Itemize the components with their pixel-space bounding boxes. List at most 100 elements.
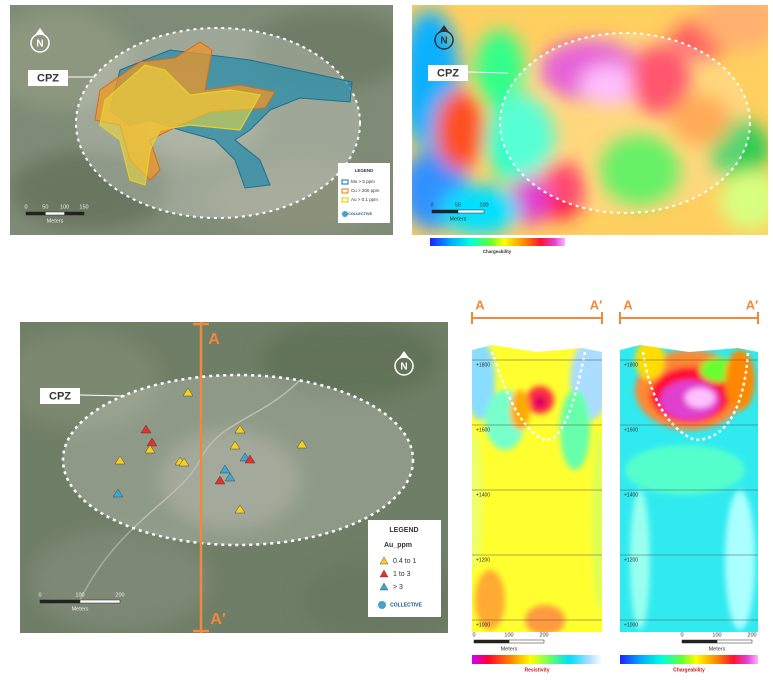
legend-field: Au_ppm bbox=[384, 542, 412, 549]
scale-segment bbox=[45, 211, 65, 216]
elevation-label: +1200 bbox=[476, 557, 490, 563]
scale-segment bbox=[716, 639, 753, 644]
heat-blob bbox=[510, 390, 530, 430]
zone-ellipse bbox=[61, 373, 415, 547]
zone-label: CPZ bbox=[49, 390, 71, 402]
heat-blob bbox=[260, 322, 440, 400]
section-body: +1800 +1600 +1400 +1200 +1000 bbox=[620, 338, 758, 632]
topography-mask bbox=[620, 338, 758, 352]
heat-blob bbox=[525, 605, 565, 632]
scale-label: 50 bbox=[455, 202, 461, 208]
colorbar-title: Chargeability bbox=[673, 667, 705, 673]
scale-label: 100 bbox=[479, 202, 488, 208]
scale-label: 0 bbox=[430, 202, 433, 208]
heat-blob bbox=[560, 390, 590, 470]
logo-icon bbox=[378, 601, 386, 609]
elevation-label: +1600 bbox=[476, 427, 490, 433]
legend-box bbox=[368, 520, 441, 617]
scale-label: 200 bbox=[115, 592, 124, 598]
scale-label: 100 bbox=[60, 204, 69, 210]
sample-triangle bbox=[234, 504, 246, 514]
legend-item: Mo > 5 ppm bbox=[351, 179, 375, 184]
scale-label: 100 bbox=[75, 592, 84, 598]
zone-label: CPZ bbox=[437, 67, 459, 79]
heat-blob bbox=[625, 445, 745, 495]
zone-outline bbox=[490, 351, 587, 442]
legend-swatch bbox=[341, 197, 349, 203]
scale-segment bbox=[508, 639, 545, 644]
sample-triangle bbox=[234, 424, 246, 434]
section-end: A bbox=[475, 297, 485, 312]
sample-triangle bbox=[114, 455, 126, 465]
legend-swatch bbox=[379, 556, 389, 565]
heat-blob bbox=[630, 45, 690, 115]
heat-blob bbox=[20, 330, 160, 430]
heat-blob bbox=[685, 388, 715, 408]
colorbar bbox=[430, 238, 565, 246]
scale-label: 100 bbox=[712, 632, 721, 638]
heat-blob bbox=[510, 175, 550, 225]
legend-item: 1 to 3 bbox=[393, 571, 411, 578]
heat-blob bbox=[725, 490, 755, 630]
legend-swatch bbox=[379, 582, 389, 591]
colorbar bbox=[472, 655, 602, 664]
section-body: +1800 +1600 +1400 +1200 +1000 bbox=[472, 338, 602, 632]
section-end: A′ bbox=[746, 297, 759, 312]
colorbar bbox=[620, 655, 758, 664]
colorbar-title: Chargeability bbox=[483, 249, 512, 254]
sample-triangle bbox=[219, 464, 231, 474]
scale-label: 0 bbox=[24, 204, 27, 210]
sample-triangle bbox=[178, 457, 190, 467]
north-arrow bbox=[399, 351, 409, 358]
scale-unit: Meters bbox=[47, 218, 64, 224]
heat-blob bbox=[720, 170, 768, 230]
zone-leader bbox=[467, 71, 509, 74]
sample-triangle bbox=[214, 475, 226, 485]
legend-item: 0.4 to 1 bbox=[393, 558, 416, 565]
sample-triangle bbox=[112, 488, 124, 498]
section-end: A′ bbox=[590, 297, 603, 312]
elevation-label: +1800 bbox=[624, 362, 638, 368]
zone-leader bbox=[79, 394, 126, 397]
elevation-label: +1400 bbox=[476, 492, 490, 498]
sample-triangle bbox=[229, 440, 241, 450]
legend-item: Au > 0.1 ppm bbox=[351, 197, 378, 202]
colorbar-title: Resistivity bbox=[524, 667, 549, 673]
scale-label: 50 bbox=[42, 204, 48, 210]
heat-blob bbox=[600, 135, 680, 205]
sample-triangle bbox=[224, 472, 236, 482]
sample-triangle bbox=[146, 437, 158, 447]
scale-label: 150 bbox=[79, 204, 88, 210]
north-label: N bbox=[400, 362, 407, 373]
map-top-left bbox=[10, 5, 393, 235]
scale-unit: Meters bbox=[72, 606, 89, 612]
heat-blob bbox=[670, 95, 730, 145]
sample-triangle bbox=[182, 387, 194, 397]
heat-blob bbox=[485, 95, 555, 185]
elevation-label: +1200 bbox=[624, 557, 638, 563]
zone-outline bbox=[641, 351, 750, 442]
heat-blob bbox=[475, 570, 505, 630]
scale-label: 200 bbox=[747, 632, 756, 638]
scale-segment bbox=[457, 209, 485, 214]
legend-title: LEGEND bbox=[355, 168, 375, 173]
elevation-label: +1000 bbox=[624, 622, 638, 628]
scale-label: 100 bbox=[504, 632, 513, 638]
scale-label: 0 bbox=[38, 592, 41, 598]
heat-blob bbox=[630, 490, 650, 630]
scale-segment bbox=[64, 211, 85, 216]
north-label: N bbox=[440, 36, 447, 47]
legend-title: LEGEND bbox=[389, 527, 418, 534]
sample-triangle bbox=[144, 444, 156, 454]
zone-label-box bbox=[428, 65, 468, 81]
zone-label: CPZ bbox=[37, 72, 59, 84]
scale-segment bbox=[681, 639, 718, 644]
scale-segment bbox=[431, 209, 459, 214]
road bbox=[79, 379, 301, 601]
north-label: N bbox=[36, 39, 43, 50]
section-end: A bbox=[208, 331, 220, 348]
scale-label: 0 bbox=[472, 632, 475, 638]
scale-segment bbox=[79, 599, 121, 604]
logo-icon bbox=[342, 211, 348, 217]
